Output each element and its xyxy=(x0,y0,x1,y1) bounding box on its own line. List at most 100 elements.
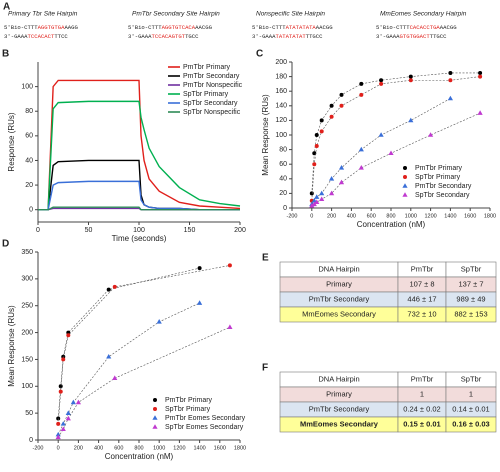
x-tick-label: 1400 xyxy=(193,445,205,451)
point xyxy=(61,357,66,362)
table-text: 989 ± 49 xyxy=(456,294,485,303)
sequence-part: AAGG xyxy=(64,24,78,31)
legend-label: PmTbr Primary xyxy=(165,397,213,404)
point xyxy=(311,197,317,203)
point xyxy=(329,114,334,119)
table-header: PmTbr xyxy=(411,374,434,383)
sequence: 5'Bio-CTTTAGGTGTCACAAACGG xyxy=(128,24,213,31)
table-header: PmTbr xyxy=(411,264,434,273)
table-text: 0.16 ± 0.03 xyxy=(452,419,489,428)
point xyxy=(60,421,66,426)
point xyxy=(379,81,384,86)
y-tick-label: 100 xyxy=(275,132,287,139)
y-tick-label: 40 xyxy=(25,157,33,164)
y-tick-label: 200 xyxy=(275,59,287,66)
point xyxy=(408,78,413,83)
fit-line xyxy=(57,265,230,424)
panel-label: F xyxy=(262,363,268,374)
point xyxy=(312,162,317,167)
point xyxy=(112,284,117,289)
x-tick-label: 1800 xyxy=(234,445,246,451)
x-tick-label: 1200 xyxy=(173,445,185,451)
point xyxy=(66,333,71,338)
point xyxy=(314,143,319,148)
point xyxy=(312,151,317,156)
legend-swatch xyxy=(403,166,407,170)
sequence: 3'-GAAAGTGTGGACTTTGCC xyxy=(376,33,447,40)
table-text: 0.24 ± 0.02 xyxy=(403,404,440,413)
point xyxy=(70,399,76,405)
table-text: 0.15 ± 0.01 xyxy=(403,419,440,428)
x-tick-label: 1600 xyxy=(464,213,476,219)
point xyxy=(477,110,483,115)
hairpin-title: Nonspecific Site Hairpin xyxy=(256,11,325,18)
y-tick-label: 180 xyxy=(275,73,287,80)
y-tick-label: 100 xyxy=(21,383,33,390)
point xyxy=(319,118,324,123)
sequence-part: 3'-GAAA xyxy=(128,33,152,40)
legend-swatch xyxy=(152,424,158,429)
point xyxy=(408,74,413,79)
hairpin-title: PmTbr Secondary Site Hairpin xyxy=(132,11,220,18)
hairpin-title: MmEomes Secondary Hairpin xyxy=(380,11,467,18)
sequence-part: TATATATAT xyxy=(276,33,307,40)
y-tick-label: 120 xyxy=(275,117,287,124)
point xyxy=(359,92,364,97)
point xyxy=(314,133,319,137)
point xyxy=(309,203,315,208)
table-text: MmEomes Secondary xyxy=(300,419,379,428)
legend-swatch xyxy=(153,407,157,411)
legend-label: PmTbr Secondary xyxy=(183,73,240,80)
x-tick-label: 200 xyxy=(234,227,246,234)
point xyxy=(329,176,335,181)
x-tick-label: -200 xyxy=(286,213,297,219)
table-text: 137 ± 7 xyxy=(459,279,484,288)
sequence-part: TTGCC xyxy=(430,33,447,40)
y-tick-label: 160 xyxy=(275,88,287,95)
point xyxy=(106,353,112,359)
sequence-part: ATATATATA xyxy=(286,24,317,31)
point xyxy=(358,165,364,170)
y-tick-label: 20 xyxy=(25,182,33,189)
y-tick-label: 80 xyxy=(25,108,33,115)
legend-label: PmTbr Primary xyxy=(183,64,231,71)
point xyxy=(112,375,118,381)
x-tick-label: 100 xyxy=(133,227,145,234)
table-text: MmEomes Secondary xyxy=(302,309,376,318)
legend-label: SpTbr Primary xyxy=(415,174,461,181)
point xyxy=(56,416,61,421)
point xyxy=(314,199,320,204)
point xyxy=(428,132,434,137)
y-tick-label: 20 xyxy=(279,190,287,197)
point xyxy=(478,74,483,79)
point xyxy=(314,194,320,199)
y-tick-label: 50 xyxy=(25,410,33,417)
point xyxy=(156,319,162,324)
legend-label: SpTbr Nonspecific xyxy=(183,109,241,116)
sequence-part: 5'Bio-CTTT xyxy=(128,24,162,31)
legend-label: SpTbr Secondary xyxy=(415,192,470,199)
sequence-part: 5'Bio-CTTT xyxy=(252,24,286,31)
x-tick-label: 1000 xyxy=(153,445,165,451)
y-tick-label: 100 xyxy=(21,83,33,90)
sequence-part: CACACCTGA xyxy=(410,24,441,31)
x-tick-label: 1000 xyxy=(405,213,417,219)
point xyxy=(58,389,63,394)
panel-label: A xyxy=(3,2,10,13)
x-tick-label: 0 xyxy=(57,445,60,451)
sequence-part: AACGG xyxy=(195,24,212,31)
point xyxy=(309,191,314,196)
table-text: Primary xyxy=(326,279,352,288)
point xyxy=(379,78,384,83)
x-tick-label: 600 xyxy=(114,445,123,451)
point xyxy=(359,81,364,86)
sequence-part: TTCC xyxy=(54,33,68,40)
table-cell xyxy=(445,416,497,433)
x-tick-label: 400 xyxy=(94,445,103,451)
point xyxy=(60,426,66,432)
table-text: 446 ± 17 xyxy=(407,294,436,303)
sequence-part: 5'Bio-CTTT xyxy=(4,24,38,31)
legend-swatch xyxy=(153,398,157,402)
x-tick-label: 1800 xyxy=(484,213,496,219)
point xyxy=(197,300,203,305)
